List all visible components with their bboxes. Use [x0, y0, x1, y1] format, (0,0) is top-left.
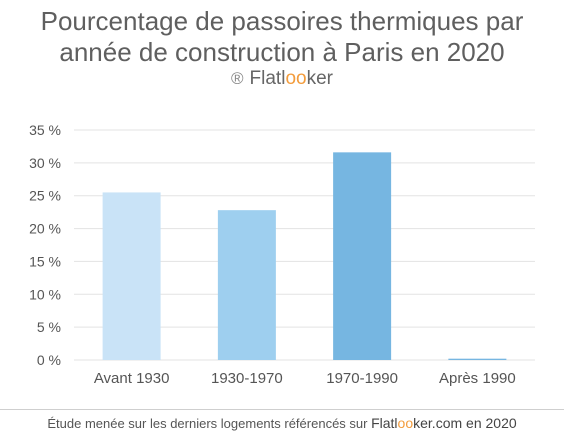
bar [333, 152, 392, 360]
y-tick-label: 0 % [37, 352, 61, 368]
bar-chart: 0 % 5 % 10 % 15 % 20 % 25 % 30 % 35 % Avant 193… [29, 122, 535, 387]
x-tick-label: Après 1990 [439, 370, 516, 387]
x-axis-ticks: Avant 1930 1930-1970 1970-1990 Après 1990 [94, 370, 516, 387]
x-tick-label: Avant 1930 [94, 370, 170, 387]
x-tick-label: 1930-1970 [211, 370, 283, 387]
y-axis-ticks: 0 % 5 % 10 % 15 % 20 % 25 % 30 % 35 % [29, 122, 61, 368]
bar [217, 210, 276, 360]
y-tick-label: 10 % [29, 286, 61, 302]
bar [102, 192, 161, 360]
y-tick-label: 25 % [29, 188, 61, 204]
y-tick-label: 15 % [29, 253, 61, 269]
footer-brand: Flatlooker.com en 2020 [371, 415, 517, 431]
registered-icon: ® [231, 69, 244, 88]
chart-title: Pourcentage de passoires thermiques par … [0, 6, 564, 68]
bars [102, 152, 507, 360]
footer-text: Étude menée sur les derniers logements r… [47, 416, 368, 431]
footer-divider [0, 409, 564, 410]
chart-title-line1: Pourcentage de passoires thermiques par [40, 6, 524, 36]
footer-brand-suffix: ker.com en 2020 [413, 415, 517, 431]
y-tick-label: 30 % [29, 155, 61, 171]
y-tick-label: 35 % [29, 122, 61, 138]
bar [448, 358, 507, 360]
brand-suffix: ker [306, 68, 333, 89]
footer-brand-oo: oo [397, 415, 414, 431]
chart-title-line2: année de construction à Paris en 2020 [59, 37, 505, 67]
y-tick-label: 5 % [37, 319, 61, 335]
y-tick-label: 20 % [29, 221, 61, 237]
x-tick-label: 1970-1990 [326, 370, 398, 387]
brand-oo: oo [285, 68, 307, 89]
brand-logo: ® Flatlooker [0, 68, 564, 90]
footer-brand-prefix: Flatl [371, 415, 398, 431]
brand-prefix: Flatl [249, 68, 286, 89]
footer-note: Étude menée sur les derniers logements r… [0, 415, 564, 431]
